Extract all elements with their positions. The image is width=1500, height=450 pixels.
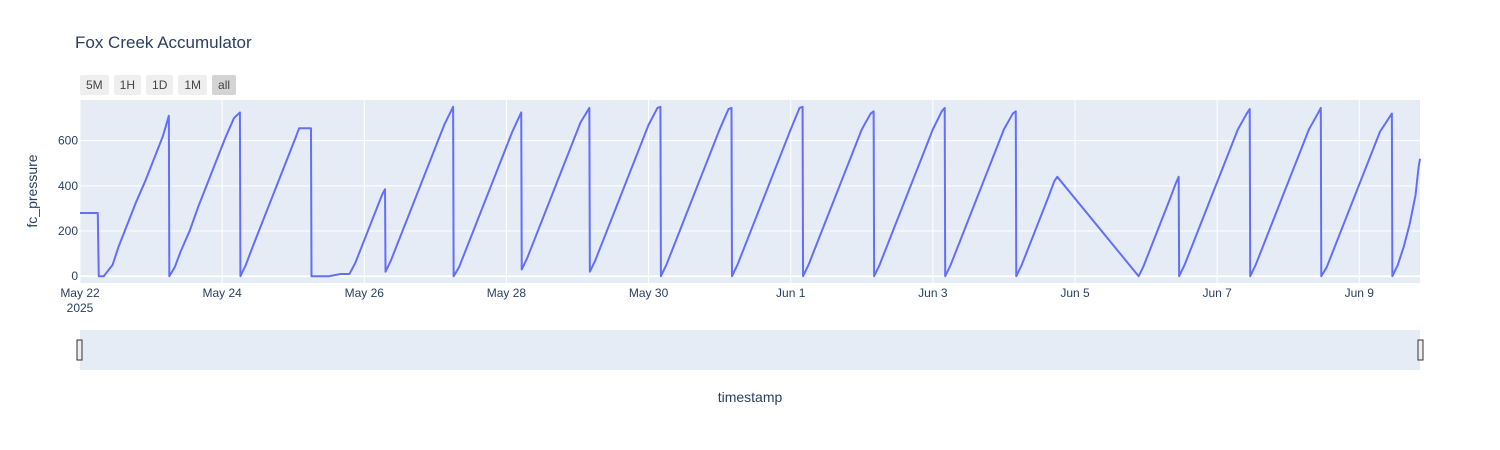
series-line-fc-pressure xyxy=(80,105,1421,278)
range-button-1m[interactable]: 1M xyxy=(178,75,208,95)
range-selector: 5M 1H 1D 1M all xyxy=(80,75,237,95)
range-slider-right-handle[interactable] xyxy=(1417,339,1424,361)
range-slider-left-handle[interactable] xyxy=(76,339,83,361)
range-button-1h[interactable]: 1H xyxy=(113,75,142,95)
plot-area[interactable] xyxy=(80,100,1420,283)
x-tick-label: May 26 xyxy=(345,286,385,300)
x-tick-label: Jun 9 xyxy=(1345,286,1375,300)
range-slider[interactable] xyxy=(80,330,1420,370)
y-axis-title: fc_pressure xyxy=(24,154,40,227)
range-button-all[interactable]: all xyxy=(212,75,237,95)
x-tick-label: May 28 xyxy=(487,286,527,300)
x-axis-title: timestamp xyxy=(718,389,783,405)
x-tick-label: Jun 7 xyxy=(1202,286,1232,300)
x-tick-label: May 22 xyxy=(60,286,100,300)
x-tick-label: May 30 xyxy=(629,286,669,300)
y-tick-label: 0 xyxy=(71,269,78,283)
x-tick-sublabel: 2025 xyxy=(67,301,94,315)
y-tick-label: 200 xyxy=(58,224,78,238)
range-button-1d[interactable]: 1D xyxy=(146,75,174,95)
y-tick-label: 600 xyxy=(58,134,78,148)
x-tick-label: Jun 1 xyxy=(776,286,806,300)
x-tick-label: May 24 xyxy=(202,286,242,300)
grid-lines xyxy=(79,100,1420,283)
range-button-5m[interactable]: 5M xyxy=(80,75,109,95)
y-tick-label: 400 xyxy=(58,179,78,193)
x-tick-label: Jun 3 xyxy=(918,286,948,300)
x-tick-label: Jun 5 xyxy=(1060,286,1090,300)
chart-title: Fox Creek Accumulator xyxy=(75,33,252,52)
